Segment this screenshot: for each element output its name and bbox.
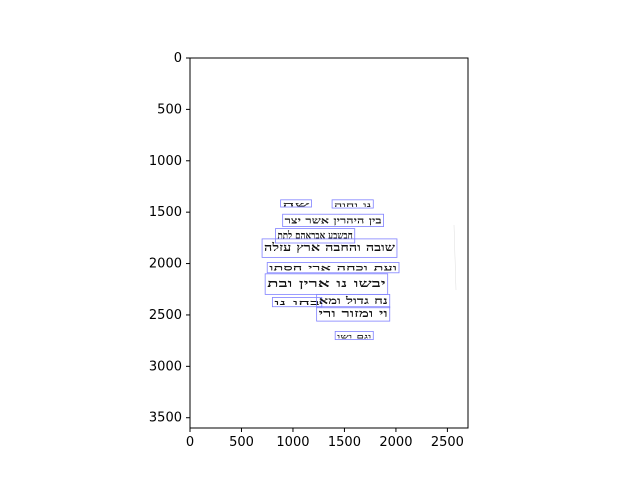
handwritten-word: יבשו נו ארין ובת [267, 277, 386, 290]
y-tick-label: 3500 [149, 411, 182, 426]
y-tick-label: 3000 [149, 359, 182, 374]
y-tick-label: 2000 [149, 257, 182, 272]
handwritten-word: נו וחוה [334, 202, 371, 209]
word-box: ועת וכחה ארי חסתו [266, 262, 400, 274]
y-tick-label: 0 [174, 51, 182, 66]
bounding-box [282, 213, 384, 227]
bounding-box [280, 199, 312, 208]
word-box: בחו נו [271, 297, 323, 308]
y-tick-label: 500 [157, 102, 182, 117]
bounding-box [271, 297, 323, 308]
x-tick-label: 0 [186, 435, 194, 450]
handwritten-word: שובה והחבה ארץ עזלה [264, 241, 395, 254]
bounding-box [334, 330, 374, 341]
bounding-box [331, 199, 374, 209]
word-box: שה [280, 199, 313, 208]
word-box: בין היהרין אשר יצר [282, 213, 384, 227]
x-axis: 0 500 1000 1500 2000 2500 [186, 428, 464, 450]
bounding-box [316, 306, 391, 322]
x-tick-label: 2500 [431, 435, 464, 450]
handwritten-word: חבשבע אבראהם לתת [277, 229, 352, 242]
page-edge-mark [453, 224, 457, 291]
x-tick-label: 500 [229, 435, 254, 450]
bounding-box [275, 228, 356, 244]
y-axis: 0 500 1000 1500 2000 2500 3000 3500 [149, 51, 190, 426]
handwritten-word: וי ומזור ורי [319, 307, 388, 320]
y-tick-label: 1000 [149, 154, 182, 169]
word-boxes: שה נו וחוה בין היהרין אשר יצר חבשבע אבראהם … [261, 199, 400, 341]
bounding-box [266, 262, 400, 274]
word-box: נו וחוה [331, 199, 374, 209]
word-box: שובה והחבה ארץ עזלה [261, 238, 398, 258]
y-tick-label: 2500 [149, 308, 182, 323]
x-tick-label: 1500 [328, 435, 361, 450]
bounding-box [316, 293, 391, 309]
handwritten-word: ועת וכחה ארי חסתו [269, 264, 397, 273]
handwritten-word: וגם ושו [337, 334, 372, 341]
handwritten-word: נח גדול ומא [319, 295, 388, 307]
x-tick-label: 1000 [276, 435, 309, 450]
word-box: וגם ושו [334, 330, 374, 341]
x-tick-label: 2000 [379, 435, 412, 450]
handwritten-word: שה [283, 201, 313, 208]
word-box: וי ומזור ורי [316, 306, 391, 322]
word-box: נח גדול ומא [316, 293, 391, 309]
y-tick-label: 1500 [149, 205, 182, 220]
bounding-box [261, 238, 398, 258]
handwritten-word: בין היהרין אשר יצר [285, 215, 383, 226]
handwritten-word: בחו נו [274, 298, 321, 307]
